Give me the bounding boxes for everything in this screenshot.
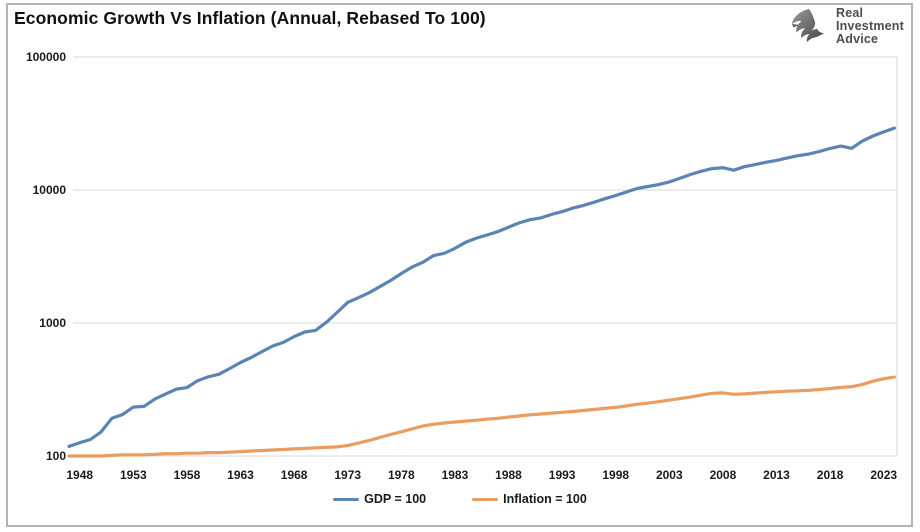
x-tick-label: 1978 xyxy=(388,468,415,482)
legend-label: Inflation = 100 xyxy=(503,492,587,506)
x-tick-label: 2018 xyxy=(817,468,844,482)
logo-text-line: Investment xyxy=(836,19,904,33)
eagle-icon xyxy=(792,8,825,42)
brand-logo: Real Investment Advice xyxy=(788,7,904,46)
gdp-line xyxy=(67,126,897,448)
x-tick-label: 2003 xyxy=(656,468,683,482)
x-tick-label: 1963 xyxy=(227,468,254,482)
x-tick-label: 2013 xyxy=(763,468,790,482)
chart-title: Economic Growth Vs Inflation (Annual, Re… xyxy=(14,8,486,28)
logo-text: Real Investment Advice xyxy=(836,7,904,46)
y-tick-label: 100000 xyxy=(26,50,66,64)
y-tick-label: 100 xyxy=(46,449,66,463)
x-tick-label: 1988 xyxy=(495,468,522,482)
y-tick-label: 1000 xyxy=(39,316,66,330)
x-tick-label: 1983 xyxy=(442,468,469,482)
chart-legend: GDP = 100 Inflation = 100 xyxy=(0,492,920,506)
x-tick-label: 1968 xyxy=(281,468,308,482)
x-tick-label: 1948 xyxy=(66,468,93,482)
legend-swatch-inflation xyxy=(472,497,499,501)
x-tick-label: 2008 xyxy=(710,468,737,482)
logo-text-line: Real xyxy=(836,6,864,20)
x-tick-label: 1958 xyxy=(174,468,201,482)
chart-frame xyxy=(6,3,913,527)
legend-label: GDP = 100 xyxy=(364,492,427,506)
legend-item-gdp: GDP = 100 xyxy=(333,492,426,506)
x-tick-label: 1993 xyxy=(549,468,576,482)
x-tick-label: 1973 xyxy=(334,468,361,482)
y-tick-label: 10000 xyxy=(33,183,67,197)
x-tick-label: 1998 xyxy=(602,468,629,482)
legend-swatch-gdp xyxy=(333,497,360,501)
inflation-line xyxy=(67,375,897,458)
logo-text-line: Advice xyxy=(836,32,879,46)
legend-item-inflation: Inflation = 100 xyxy=(472,492,587,506)
x-tick-label: 1953 xyxy=(120,468,147,482)
x-tick-label: 2023 xyxy=(870,468,897,482)
